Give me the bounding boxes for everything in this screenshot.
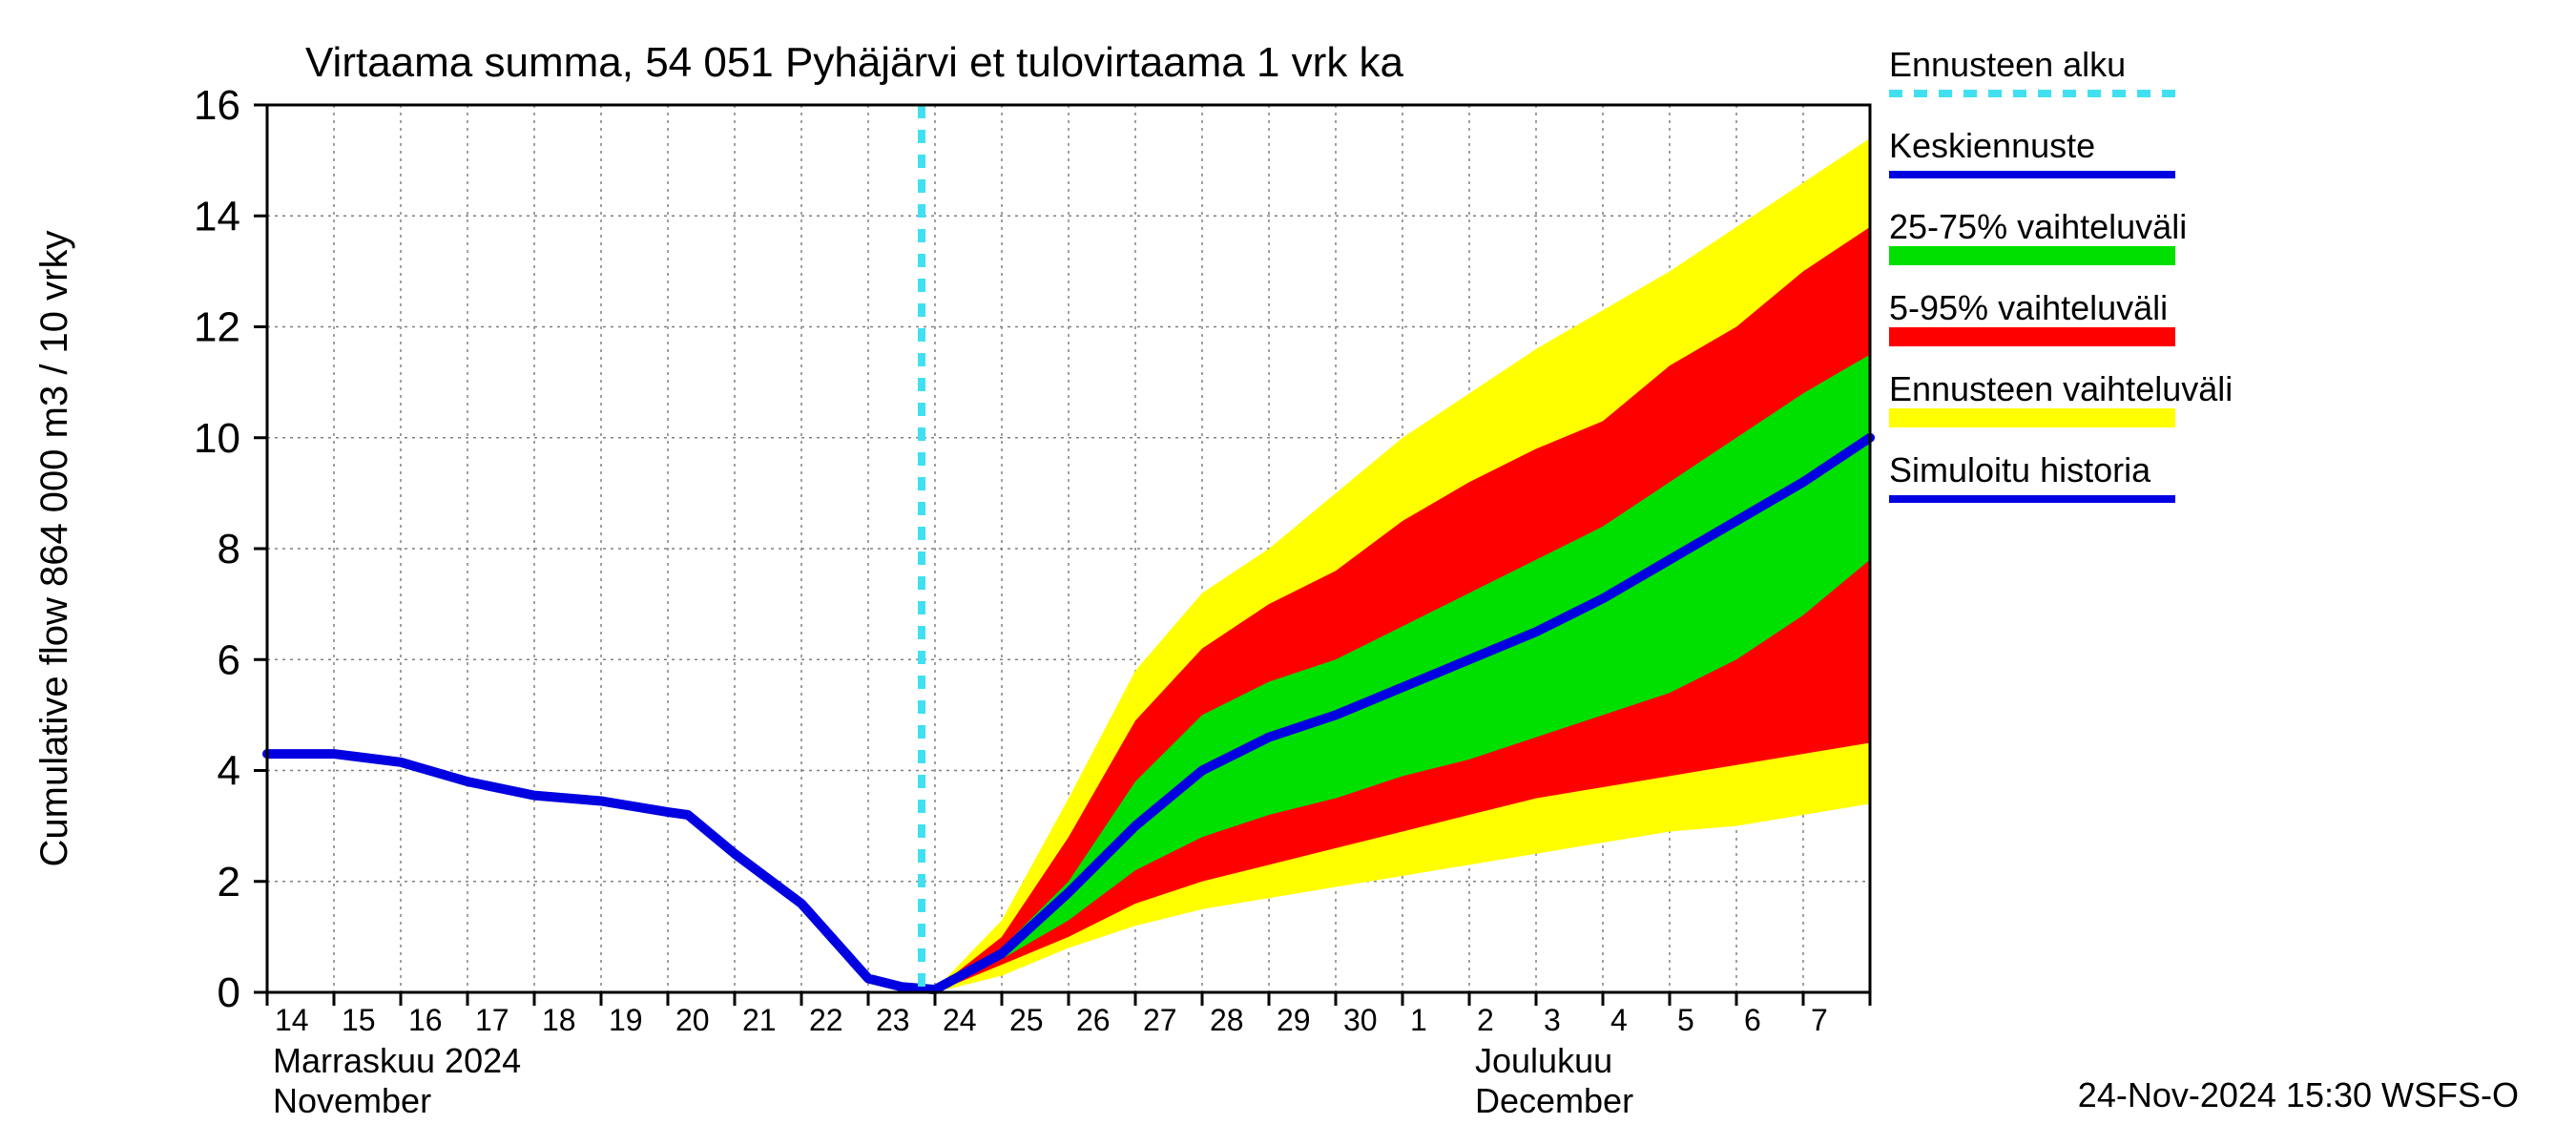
x-tick-label: 24 — [943, 1003, 977, 1037]
footer-timestamp: 24-Nov-2024 15:30 WSFS-O — [2078, 1075, 2519, 1114]
x-tick-label: 15 — [342, 1003, 376, 1037]
month-label: November — [273, 1081, 431, 1120]
x-tick-label: 16 — [408, 1003, 443, 1037]
x-tick-label: 14 — [275, 1003, 309, 1037]
flow-chart: 0246810121416141516171819202122232425262… — [0, 0, 2576, 1145]
y-tick-label: 6 — [218, 636, 240, 683]
legend-label: Simuloitu historia — [1889, 450, 2151, 489]
y-tick-label: 14 — [194, 193, 240, 239]
x-tick-label: 4 — [1610, 1003, 1628, 1037]
y-tick-label: 4 — [218, 748, 240, 795]
x-tick-label: 27 — [1143, 1003, 1177, 1037]
x-tick-label: 26 — [1076, 1003, 1111, 1037]
x-tick-label: 20 — [675, 1003, 710, 1037]
x-tick-label: 29 — [1277, 1003, 1311, 1037]
x-tick-label: 22 — [809, 1003, 843, 1037]
legend-swatch — [1889, 408, 2175, 427]
legend-label: Keskiennuste — [1889, 126, 2095, 165]
x-tick-label: 5 — [1677, 1003, 1694, 1037]
x-tick-label: 1 — [1410, 1003, 1427, 1037]
x-tick-label: 23 — [876, 1003, 910, 1037]
x-tick-label: 21 — [742, 1003, 777, 1037]
y-tick-label: 12 — [194, 304, 240, 351]
x-tick-label: 2 — [1477, 1003, 1494, 1037]
legend-label: Ennusteen vaihteluväli — [1889, 369, 2233, 408]
month-label: December — [1475, 1081, 1633, 1120]
legend-label: 5-95% vaihteluväli — [1889, 288, 2168, 327]
x-tick-label: 17 — [475, 1003, 509, 1037]
legend-swatch — [1889, 246, 2175, 265]
y-tick-label: 2 — [218, 859, 240, 906]
x-tick-label: 28 — [1210, 1003, 1244, 1037]
x-tick-label: 3 — [1544, 1003, 1561, 1037]
x-tick-label: 25 — [1009, 1003, 1044, 1037]
y-axis-label: Cumulative flow 864 000 m3 / 10 vrky — [33, 231, 75, 867]
month-label: Marraskuu 2024 — [273, 1041, 521, 1080]
x-tick-label: 6 — [1744, 1003, 1761, 1037]
y-tick-label: 0 — [218, 969, 240, 1016]
legend-label: Ennusteen alku — [1889, 45, 2126, 84]
chart-title: Virtaama summa, 54 051 Pyhäjärvi et tulo… — [305, 39, 1404, 86]
x-tick-label: 18 — [542, 1003, 576, 1037]
x-tick-label: 19 — [609, 1003, 643, 1037]
y-tick-label: 10 — [194, 415, 240, 462]
y-tick-label: 16 — [194, 82, 240, 129]
x-tick-label: 30 — [1343, 1003, 1378, 1037]
legend-swatch — [1889, 327, 2175, 346]
y-tick-label: 8 — [218, 526, 240, 572]
legend-label: 25-75% vaihteluväli — [1889, 207, 2187, 246]
month-label: Joulukuu — [1475, 1041, 1612, 1080]
x-tick-label: 7 — [1811, 1003, 1828, 1037]
